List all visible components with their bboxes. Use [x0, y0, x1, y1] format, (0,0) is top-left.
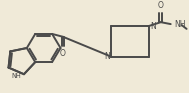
Text: O: O — [158, 1, 164, 10]
Text: NH: NH — [11, 73, 21, 79]
Text: O: O — [60, 49, 66, 58]
Text: NH: NH — [175, 20, 186, 29]
Text: N: N — [104, 52, 110, 61]
Text: N: N — [150, 21, 156, 31]
